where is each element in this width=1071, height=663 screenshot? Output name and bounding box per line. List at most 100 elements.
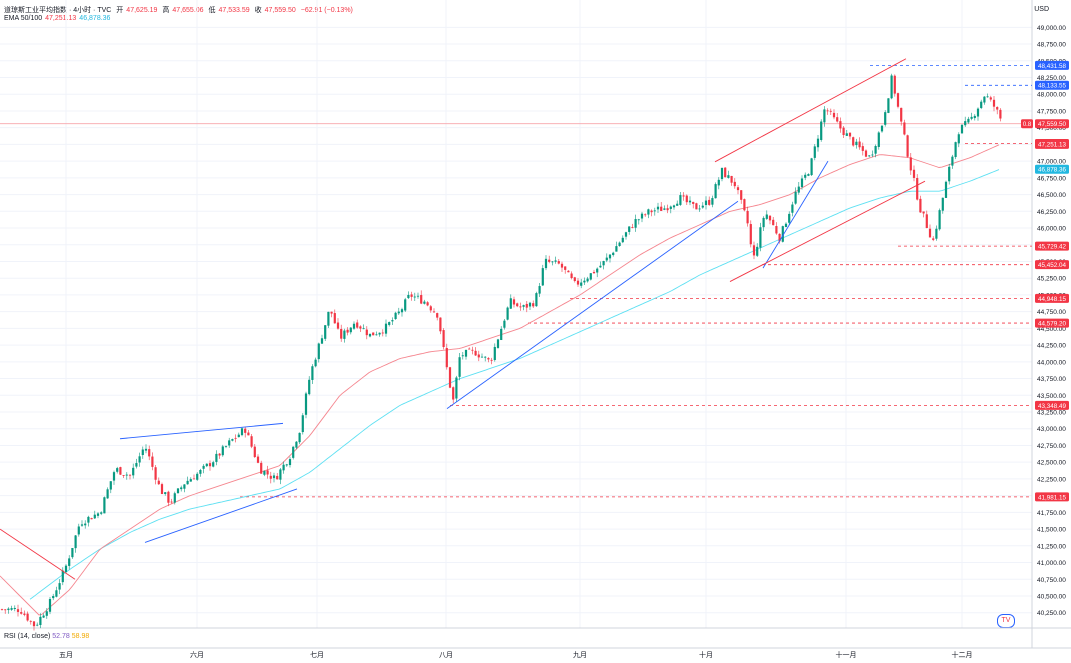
- y-tick-label: 40,250.00: [1037, 610, 1066, 617]
- candle: [855, 141, 858, 146]
- candle: [951, 156, 954, 166]
- candle: [272, 475, 276, 479]
- x-tick-label: 九月: [573, 650, 587, 659]
- level-tag: [1035, 260, 1069, 270]
- trend-line: [0, 528, 76, 580]
- candle: [644, 214, 647, 216]
- candle: [621, 237, 624, 243]
- candle: [39, 616, 42, 626]
- candle: [647, 209, 650, 215]
- y-tick-label: 42,500.00: [1037, 460, 1066, 467]
- candle: [912, 169, 916, 178]
- y-tick-label: 46,500.00: [1037, 192, 1066, 199]
- candle: [397, 311, 400, 314]
- candle: [653, 210, 656, 212]
- candle: [362, 328, 365, 330]
- rsi-legend[interactable]: RSI (14, close) 52.78 58.98: [4, 633, 89, 640]
- candle: [212, 462, 215, 467]
- candle: [359, 326, 362, 329]
- candle: [429, 306, 432, 311]
- candle: [884, 112, 887, 125]
- ema-legend[interactable]: EMA 50/100 47,251.13 46,878.36: [4, 15, 113, 22]
- candle: [660, 206, 663, 211]
- candle: [829, 110, 832, 112]
- y-tick-label: 46,250.00: [1037, 209, 1066, 216]
- candle: [183, 484, 186, 489]
- candle: [391, 320, 394, 322]
- candle: [720, 167, 724, 180]
- candle: [832, 112, 836, 118]
- candle: [330, 311, 333, 314]
- candle: [535, 293, 538, 307]
- candle: [138, 456, 141, 463]
- candle: [48, 599, 52, 612]
- change-value: −62.91 (−0.13%): [300, 7, 353, 14]
- candle: [336, 322, 340, 329]
- level-tag-text: 48,133.55: [1038, 83, 1067, 90]
- candle: [455, 377, 458, 399]
- candle: [407, 294, 410, 299]
- candle: [548, 259, 551, 262]
- candle: [106, 489, 109, 499]
- candle: [151, 456, 154, 467]
- y-tick-label: 48,750.00: [1037, 42, 1066, 49]
- candle: [269, 475, 272, 479]
- candle: [557, 261, 560, 264]
- candle: [244, 428, 247, 433]
- level-tag: [1035, 400, 1069, 410]
- candle: [541, 268, 544, 286]
- candle: [797, 186, 800, 193]
- candle: [784, 223, 788, 227]
- candle: [669, 206, 672, 209]
- x-tick-label: 六月: [190, 650, 204, 659]
- candle: [381, 332, 384, 334]
- candle: [624, 232, 628, 237]
- y-tick-label: 43,250.00: [1037, 410, 1066, 417]
- candle: [743, 199, 746, 211]
- y-tick-label: 41,000.00: [1037, 560, 1066, 567]
- candle: [45, 611, 48, 616]
- candle: [618, 242, 621, 247]
- candle: [896, 93, 900, 107]
- candle: [237, 434, 240, 438]
- candle: [333, 313, 336, 324]
- candle: [580, 282, 583, 286]
- candle: [20, 612, 23, 614]
- candle: [944, 181, 948, 198]
- ema-tag: [1035, 139, 1069, 149]
- candle: [967, 118, 970, 123]
- candle: [925, 214, 928, 229]
- candle: [957, 134, 960, 144]
- candle: [778, 233, 781, 242]
- candle: [288, 459, 292, 466]
- candle: [87, 516, 90, 523]
- level-tag-text: 45,452.04: [1038, 262, 1067, 269]
- candle: [676, 203, 679, 206]
- candle: [848, 132, 852, 137]
- y-tick-label: 42,750.00: [1037, 443, 1066, 450]
- candle: [448, 367, 452, 388]
- candle: [893, 75, 896, 94]
- candle: [215, 453, 218, 462]
- candle: [324, 325, 327, 339]
- y-tick-label: 43,500.00: [1037, 393, 1066, 400]
- candle: [765, 214, 768, 219]
- candle: [868, 155, 871, 157]
- candle: [253, 446, 256, 458]
- candle: [349, 327, 352, 333]
- high-value: 47,655.06: [172, 7, 204, 14]
- candle: [567, 270, 570, 273]
- candle: [327, 311, 330, 326]
- y-tick-label: 48,000.00: [1037, 92, 1066, 99]
- candle: [23, 613, 26, 615]
- candle: [775, 226, 778, 234]
- candle: [74, 535, 77, 549]
- candle: [308, 379, 311, 395]
- candle: [388, 322, 391, 325]
- candle: [71, 547, 74, 558]
- candle: [682, 195, 685, 197]
- symbol-title[interactable]: 道琼斯工业平均指数 · 4小时 · TVC: [4, 7, 112, 14]
- candle: [826, 110, 829, 112]
- candle: [800, 178, 804, 188]
